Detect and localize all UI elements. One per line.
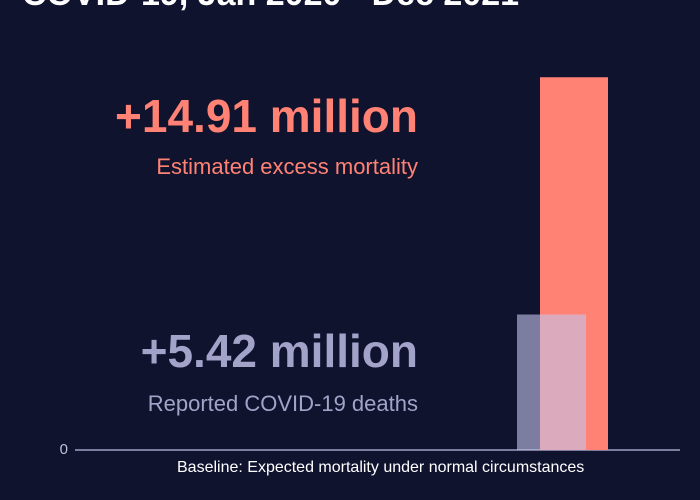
category-label: Reported COVID-19 deaths [148,391,418,416]
baseline-label: Baseline: Expected mortality under norma… [177,459,584,476]
bar [517,314,586,450]
category-label: Estimated excess mortality [156,154,418,179]
y-tick-label: 0 [60,441,68,458]
value-label: +5.42 million [141,325,418,377]
chart-title: COVID-19, Jan 2020 - Dec 2021 [22,0,519,13]
value-label: +14.91 million [115,90,418,142]
